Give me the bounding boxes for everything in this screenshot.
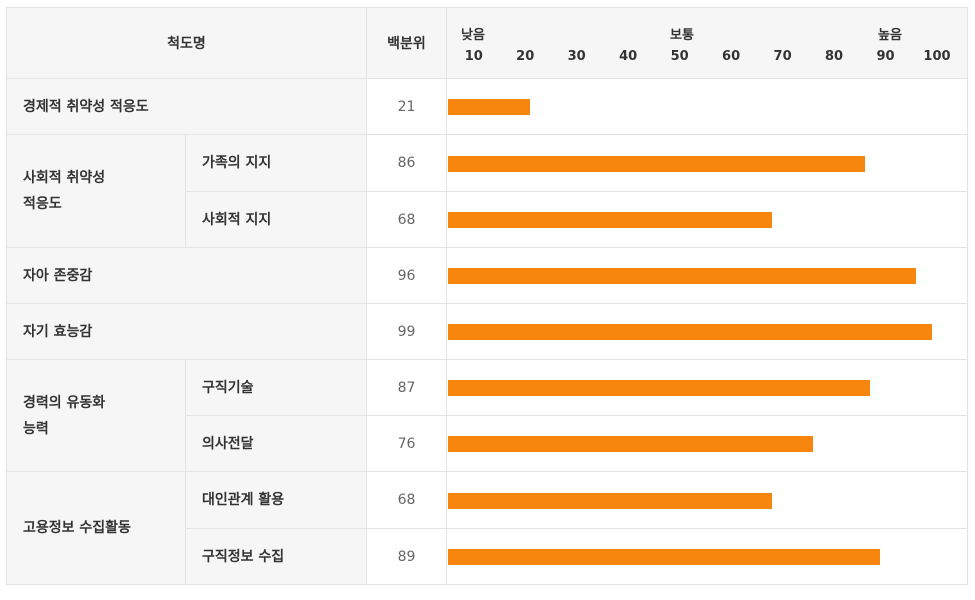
tick-label-60: 60	[722, 49, 741, 64]
sub-label: 구직기술	[186, 360, 367, 416]
percentile-value: 68	[367, 472, 447, 529]
bar-mark	[448, 492, 773, 509]
percentile-value: 87	[367, 360, 447, 416]
bar-cell	[447, 248, 968, 304]
sub-label: 의사전달	[186, 416, 367, 472]
tick-label-10: 10	[464, 49, 483, 64]
group-label: 경제적 취약성 적응도	[6, 79, 367, 135]
bar-mark	[448, 212, 773, 228]
group-label: 사회적 취약성 적응도	[6, 135, 186, 248]
scale-results-chart: 척도명 백분위 낮음 보통 높음 10 20 30 40 50 60 70 80 90 100 경…	[6, 7, 968, 585]
bar-mark	[448, 155, 865, 172]
percentile-value: 76	[367, 416, 447, 472]
tick-label-80: 80	[825, 49, 844, 64]
bar-cell	[447, 135, 968, 192]
tick-label-30: 30	[567, 49, 586, 64]
tick-label-50: 50	[670, 49, 689, 64]
scale-mid-label: 보통	[670, 28, 694, 43]
percentile-value: 99	[367, 304, 447, 360]
group-label: 고용정보 수집활동	[6, 472, 186, 585]
header-scale-name: 척도명	[6, 7, 367, 79]
group-label: 경력의 유동화 능력	[6, 360, 186, 472]
bar-cell	[447, 416, 968, 472]
header-percentile: 백분위	[367, 7, 447, 79]
tick-label-90: 90	[876, 49, 895, 64]
percentile-value: 86	[367, 135, 447, 192]
tick-label-70: 70	[773, 49, 792, 64]
group-label: 자기 효능감	[6, 304, 367, 360]
percentile-value: 89	[367, 529, 447, 585]
bar-mark	[448, 99, 531, 115]
bar-mark	[448, 436, 814, 452]
percentile-value: 21	[367, 79, 447, 135]
bar-cell	[447, 472, 968, 529]
bar-mark	[448, 380, 871, 396]
tick-label-20: 20	[516, 49, 535, 64]
bar-cell	[447, 529, 968, 585]
tick-label-100: 100	[923, 49, 951, 64]
sub-label: 사회적 지지	[186, 192, 367, 248]
sub-label: 구직정보 수집	[186, 529, 367, 585]
tick-label-40: 40	[619, 49, 638, 64]
percentile-value: 96	[367, 248, 447, 304]
scale-low-label: 낮음	[461, 28, 485, 43]
sub-label: 대인관계 활용	[186, 472, 367, 529]
sub-label: 가족의 지지	[186, 135, 367, 192]
bar-mark	[448, 549, 881, 565]
bar-cell	[447, 192, 968, 248]
header-scale-axis: 낮음 보통 높음 10 20 30 40 50 60 70 80 90 100	[447, 7, 968, 79]
percentile-value: 68	[367, 192, 447, 248]
bar-cell	[447, 360, 968, 416]
bar-mark	[448, 324, 932, 340]
bar-cell	[447, 304, 968, 360]
bar-cell	[447, 79, 968, 135]
bar-mark	[448, 268, 917, 284]
scale-high-label: 높음	[878, 28, 902, 43]
group-label: 자아 존중감	[6, 248, 367, 304]
